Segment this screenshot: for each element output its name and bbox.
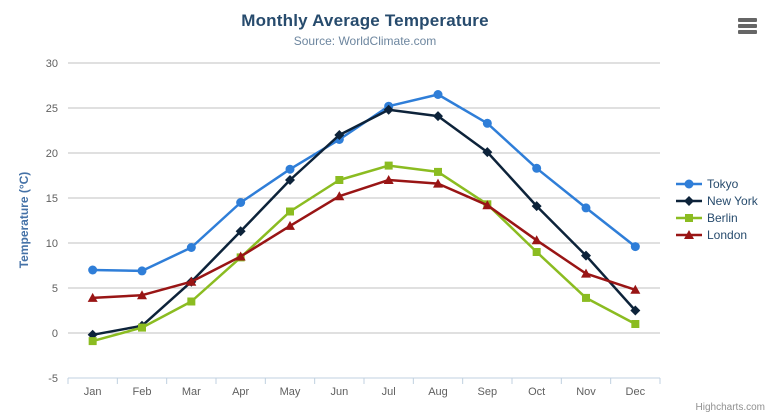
series-point-berlin[interactable] [286,207,294,216]
series-line-new-york[interactable] [91,108,637,337]
series-line-london[interactable] [91,178,637,300]
chart-subtitle: Source: WorldClimate.com [293,34,437,48]
series-point-london[interactable] [482,200,493,210]
series-point-berlin[interactable] [138,323,146,332]
chart-title: Monthly Average Temperature [241,11,489,30]
legend-label: London [707,227,748,242]
x-axis-category-label: Dec [626,386,646,398]
x-axis-category-label: Oct [528,386,545,398]
series-point-berlin[interactable] [88,337,97,346]
y-axis-tick-label: 25 [46,103,58,115]
y-axis-tick-label: 20 [46,148,58,160]
series-point-tokyo[interactable] [482,118,492,128]
y-axis-tick-label: 15 [46,193,58,205]
legend-label: Berlin [707,210,738,225]
hamburger-icon [738,30,757,34]
legend-item-tokyo[interactable]: Tokyo [676,175,758,192]
series-point-london[interactable] [531,235,542,245]
x-axis-category-label: Mar [182,386,201,398]
legend-label: Tokyo [707,176,739,191]
series-point-berlin[interactable] [434,167,442,176]
series-point-berlin[interactable] [582,293,590,302]
series-point-berlin[interactable] [335,176,344,184]
series-point-new-york[interactable] [334,130,345,140]
credits-link[interactable]: Highcharts.com [695,402,765,413]
x-axis-category-label: Aug [428,386,448,398]
x-axis-category-label: May [280,386,301,398]
y-axis-tick-label: 30 [46,58,58,70]
legend-item-new-york[interactable]: New York [676,192,758,209]
series-point-london[interactable] [433,178,443,188]
series-point-new-york[interactable] [630,305,641,316]
legend-marker-london-icon [676,229,702,239]
series-point-london[interactable] [137,290,147,300]
series-line-berlin[interactable] [91,164,637,343]
series-point-london[interactable] [334,191,345,201]
series-point-tokyo[interactable] [285,164,295,174]
series-point-berlin[interactable] [187,297,196,306]
hamburger-icon [738,18,757,22]
series-point-london[interactable] [87,292,98,302]
series-point-london[interactable] [235,251,246,261]
y-axis-tick-label: 5 [52,283,58,295]
x-axis-category-label: Apr [232,386,249,398]
series-point-new-york[interactable] [235,226,246,237]
legend-label: New York [707,193,758,208]
context-menu-button[interactable] [736,16,757,36]
series-point-tokyo[interactable] [433,90,443,99]
legend: Tokyo New York Berlin London [676,175,758,243]
series-point-london[interactable] [630,284,641,294]
y-axis-tick-label: 10 [46,238,58,250]
x-axis-category-label: Jul [382,386,396,398]
y-axis-title: Temperature (°C) [17,171,31,269]
legend-marker-berlin-icon [676,213,702,222]
series-point-new-york[interactable] [482,147,493,158]
legend-item-berlin[interactable]: Berlin [676,209,758,226]
x-axis-category-label: Nov [576,386,596,398]
series-point-new-york[interactable] [581,250,591,261]
hamburger-icon [738,24,757,28]
series-point-new-york[interactable] [433,111,443,122]
series-point-tokyo[interactable] [630,242,640,252]
y-axis-tick-label: -5 [48,373,58,385]
series-point-london[interactable] [186,276,197,286]
x-axis-category-label: Jan [84,386,102,398]
legend-marker-tokyo-icon [676,179,702,188]
series-point-new-york[interactable] [285,175,295,185]
x-axis-category-label: Sep [478,386,498,398]
x-axis-category-label: Jun [330,386,348,398]
series-point-tokyo[interactable] [186,243,196,252]
series-point-berlin[interactable] [532,248,541,256]
series-point-berlin[interactable] [631,320,640,328]
legend-marker-new-york-icon [676,195,702,206]
series-point-tokyo[interactable] [88,265,98,275]
legend-item-london[interactable]: London [676,226,758,243]
series-point-tokyo[interactable] [532,163,542,173]
series-point-berlin[interactable] [384,161,393,170]
series-point-tokyo[interactable] [581,203,591,213]
y-axis-tick-label: 0 [52,328,58,340]
series-point-london[interactable] [285,220,295,230]
series-point-new-york[interactable] [383,104,394,115]
series-point-tokyo[interactable] [137,266,147,276]
series-line-tokyo[interactable] [91,93,637,273]
x-axis-category-label: Feb [133,386,152,398]
series-point-tokyo[interactable] [236,198,246,207]
series-point-london[interactable] [383,175,394,184]
series-point-london[interactable] [581,268,591,278]
series-point-new-york[interactable] [531,201,542,212]
